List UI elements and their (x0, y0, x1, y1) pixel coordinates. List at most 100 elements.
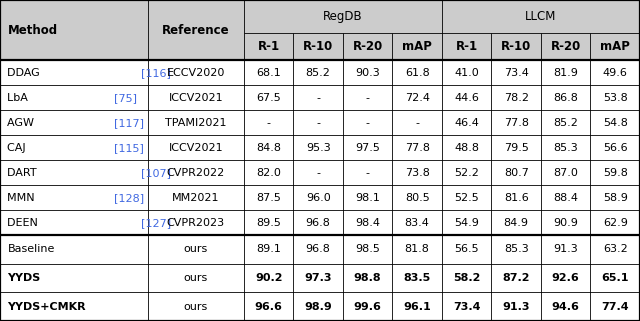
Text: ours: ours (184, 273, 208, 283)
Bar (244, 0, 293, 32)
Text: 81.6: 81.6 (504, 193, 529, 203)
Text: 68.1: 68.1 (256, 68, 281, 78)
Bar (591, 85, 640, 110)
Text: 85.3: 85.3 (504, 245, 529, 255)
Bar (148, 160, 244, 185)
Text: 80.7: 80.7 (504, 168, 529, 178)
Text: -: - (365, 118, 370, 128)
Text: 58.9: 58.9 (603, 193, 628, 203)
Bar (0, 135, 148, 160)
Text: 98.5: 98.5 (355, 245, 380, 255)
Text: 95.3: 95.3 (306, 143, 330, 153)
Bar (541, 110, 591, 135)
Text: RegDB: RegDB (323, 10, 363, 23)
Bar (392, 160, 442, 185)
Bar (343, 135, 392, 160)
Text: [116]: [116] (141, 68, 170, 78)
Text: Method: Method (8, 24, 58, 37)
Text: R-20: R-20 (550, 40, 581, 53)
Text: DEEN: DEEN (8, 218, 42, 228)
Text: 86.8: 86.8 (554, 93, 578, 103)
Text: 85.3: 85.3 (554, 143, 578, 153)
Bar (541, 185, 591, 210)
Bar (541, 235, 591, 264)
Text: AGW: AGW (8, 118, 38, 128)
Text: 96.0: 96.0 (306, 193, 330, 203)
Text: 59.8: 59.8 (603, 168, 628, 178)
Text: 87.2: 87.2 (502, 273, 530, 283)
Bar (392, 135, 442, 160)
Text: 87.5: 87.5 (256, 193, 281, 203)
Text: 58.2: 58.2 (453, 273, 481, 283)
Text: DDAG: DDAG (8, 68, 44, 78)
Text: 73.4: 73.4 (504, 68, 529, 78)
Text: 82.0: 82.0 (256, 168, 281, 178)
Bar (591, 32, 640, 60)
Bar (591, 210, 640, 235)
Bar (442, 60, 492, 85)
Text: 56.6: 56.6 (603, 143, 628, 153)
Bar (244, 235, 293, 264)
Text: 84.8: 84.8 (256, 143, 281, 153)
Bar (541, 264, 591, 292)
Bar (148, 110, 244, 135)
Text: R-1: R-1 (257, 40, 280, 53)
Text: 46.4: 46.4 (454, 118, 479, 128)
Bar (148, 264, 244, 292)
Bar (343, 160, 392, 185)
Text: 78.2: 78.2 (504, 93, 529, 103)
Text: -: - (316, 118, 320, 128)
Bar (293, 135, 343, 160)
Text: ours: ours (184, 302, 208, 312)
Bar (541, 292, 591, 321)
Text: 63.2: 63.2 (603, 245, 628, 255)
Bar (591, 264, 640, 292)
Bar (343, 0, 392, 32)
Text: YYDS+CMKR: YYDS+CMKR (8, 302, 86, 312)
Text: 98.9: 98.9 (304, 302, 332, 312)
Bar (0, 235, 148, 264)
Text: -: - (415, 118, 419, 128)
Bar (148, 60, 244, 85)
Text: TPAMI2021: TPAMI2021 (165, 118, 227, 128)
Bar (591, 235, 640, 264)
Text: 81.9: 81.9 (554, 68, 578, 78)
Text: 81.8: 81.8 (404, 245, 429, 255)
Bar (392, 264, 442, 292)
Text: 90.9: 90.9 (554, 218, 578, 228)
Text: 96.1: 96.1 (403, 302, 431, 312)
Bar (0, 292, 148, 321)
Bar (492, 110, 541, 135)
Bar (244, 210, 293, 235)
Text: 92.6: 92.6 (552, 273, 580, 283)
Text: 84.9: 84.9 (504, 218, 529, 228)
Bar (541, 135, 591, 160)
Bar (293, 235, 343, 264)
Bar (541, 85, 591, 110)
Bar (148, 210, 244, 235)
Text: CAJ: CAJ (8, 143, 29, 153)
Text: 97.3: 97.3 (305, 273, 332, 283)
Text: CVPR2022: CVPR2022 (166, 168, 225, 178)
Bar (492, 160, 541, 185)
Bar (343, 32, 392, 60)
Text: [117]: [117] (114, 118, 144, 128)
Bar (244, 85, 293, 110)
Bar (343, 235, 392, 264)
Text: ECCV2020: ECCV2020 (166, 68, 225, 78)
Bar (492, 135, 541, 160)
Bar (492, 264, 541, 292)
Bar (442, 160, 492, 185)
Text: MM2021: MM2021 (172, 193, 220, 203)
Bar (0, 160, 148, 185)
Text: [115]: [115] (114, 143, 144, 153)
Text: 62.9: 62.9 (603, 218, 628, 228)
Text: [75]: [75] (114, 93, 137, 103)
Text: [128]: [128] (114, 193, 144, 203)
Bar (591, 292, 640, 321)
Text: 90.2: 90.2 (255, 273, 282, 283)
Text: 52.2: 52.2 (454, 168, 479, 178)
Bar (541, 60, 591, 85)
Text: 98.1: 98.1 (355, 193, 380, 203)
Bar (244, 160, 293, 185)
